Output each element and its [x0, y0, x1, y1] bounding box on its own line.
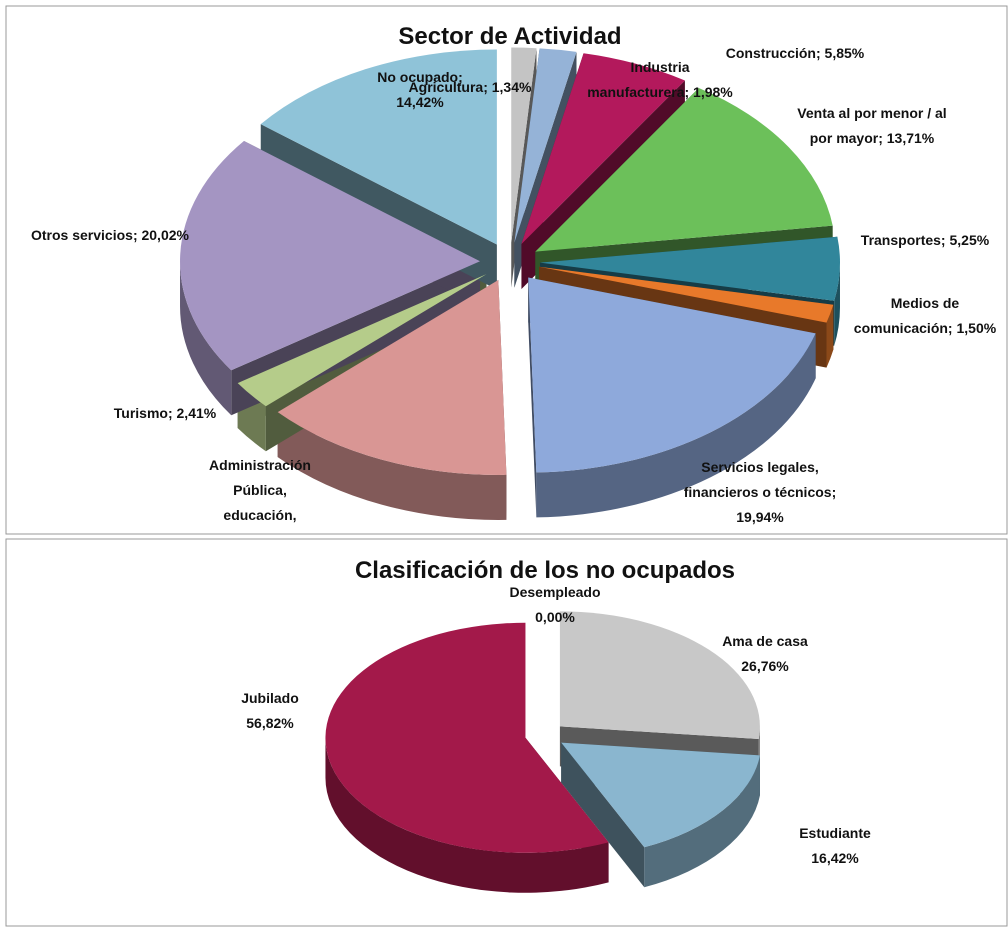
data-label: financieros o técnicos; [684, 484, 836, 500]
slice-side [180, 261, 232, 416]
data-label: 14,42% [396, 94, 444, 110]
slice-side [826, 304, 834, 368]
data-label: Turismo; 2,41% [114, 405, 217, 421]
data-label: No ocupado; [377, 69, 463, 85]
pie-slice [528, 277, 816, 473]
data-label: Otros servicios; 20,02% [31, 227, 190, 243]
tops [325, 611, 760, 853]
data-label: educación, [223, 507, 296, 523]
data-label: 26,76% [741, 658, 789, 674]
data-label: Medios de [891, 295, 960, 311]
pie-slice [535, 88, 833, 252]
pie-slice [260, 49, 497, 245]
data-label: Pública, [233, 482, 287, 498]
slice-wall [528, 277, 537, 518]
data-label: 19,94% [736, 509, 784, 525]
pie-slice [521, 53, 685, 244]
data-label: Desempleado [509, 584, 600, 600]
pie-slice [559, 611, 760, 740]
pie-slice [325, 622, 609, 853]
pie-slice [237, 274, 487, 407]
data-label: por mayor; 13,71% [810, 130, 935, 146]
data-label: Servicios legales, [701, 459, 819, 475]
pie-slice [180, 141, 481, 371]
panel [5, 538, 1008, 927]
slice-wall [561, 742, 645, 888]
pie-slice [539, 266, 834, 323]
pie-slice [561, 742, 760, 848]
data-label: Administración [209, 457, 311, 473]
data-label: Venta al por menor / al [797, 105, 946, 121]
slice-side [536, 333, 816, 518]
data-label: Ama de casa [722, 633, 808, 649]
pie-slice [511, 47, 537, 243]
data-label: comunicación; 1,50% [854, 320, 997, 336]
slice-side [644, 755, 760, 888]
pie-slice [277, 279, 507, 475]
data-label: Jubilado [241, 690, 299, 706]
slice-side [325, 737, 609, 893]
chart-title: Clasificación de los no ocupados [355, 557, 735, 584]
data-label: manufacturera; 1,98% [587, 84, 733, 100]
data-label: Agricultura; 1,34% [409, 79, 532, 95]
slice-side [277, 412, 507, 520]
panel [5, 5, 1008, 535]
data-label: 16,42% [811, 850, 859, 866]
slice-side [834, 262, 840, 346]
pie-slice [539, 236, 840, 301]
chart-title: Sector de Actividad [398, 23, 621, 50]
data-label: 56,82% [246, 715, 294, 731]
pie-slice [514, 48, 577, 243]
data-label: Construcción; 5,85% [726, 45, 865, 61]
data-label: Estudiante [799, 825, 871, 841]
data-label: Transportes; 5,25% [861, 232, 990, 248]
data-label: Industria [630, 59, 689, 75]
data-label: 0,00% [535, 609, 575, 625]
tops [180, 47, 840, 475]
